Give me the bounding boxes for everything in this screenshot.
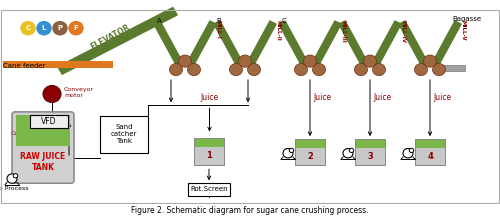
Text: ELEVATOR: ELEVATOR [89, 23, 132, 51]
Circle shape [312, 63, 326, 76]
Text: VFD: VFD [41, 117, 57, 126]
Polygon shape [313, 21, 341, 64]
Circle shape [403, 148, 413, 158]
Circle shape [349, 148, 354, 153]
Circle shape [21, 22, 35, 35]
Text: Conveyor
motor: Conveyor motor [64, 87, 94, 97]
Text: P: P [58, 25, 62, 31]
Polygon shape [279, 21, 307, 64]
Text: 4: 4 [427, 152, 433, 161]
Polygon shape [248, 21, 276, 64]
Circle shape [13, 174, 18, 178]
Bar [295, 139, 325, 165]
Circle shape [432, 63, 446, 76]
Text: MILL-I: MILL-I [216, 20, 220, 38]
Text: Juice: Juice [373, 92, 391, 102]
Bar [295, 139, 325, 165]
Text: Rot.Screen: Rot.Screen [190, 186, 228, 192]
Circle shape [409, 148, 414, 153]
Text: Juice: Juice [433, 92, 451, 102]
Bar [194, 138, 224, 164]
Bar [194, 138, 224, 164]
Polygon shape [188, 21, 216, 64]
Text: MILL-III: MILL-III [340, 20, 345, 43]
Polygon shape [399, 21, 427, 64]
Text: C: C [26, 25, 30, 31]
Circle shape [7, 174, 17, 183]
Text: Figure 2. Schematic diagram for sugar cane crushing process.: Figure 2. Schematic diagram for sugar ca… [131, 206, 369, 215]
Polygon shape [433, 21, 461, 64]
Polygon shape [373, 21, 401, 64]
FancyBboxPatch shape [12, 112, 74, 183]
Bar [415, 139, 445, 148]
Bar [30, 115, 68, 128]
Bar [16, 115, 70, 146]
Circle shape [178, 55, 192, 67]
Text: MILL-II: MILL-II [276, 20, 280, 41]
Circle shape [354, 63, 368, 76]
Bar [188, 183, 230, 196]
Text: Sand
catcher
Tank: Sand catcher Tank [111, 124, 137, 145]
Text: MILL-V: MILL-V [460, 20, 466, 40]
Circle shape [304, 55, 316, 67]
Circle shape [343, 148, 353, 158]
Text: Bagasse: Bagasse [452, 16, 481, 22]
Circle shape [283, 148, 293, 158]
Circle shape [69, 22, 83, 35]
Text: Cane feeder: Cane feeder [3, 63, 45, 69]
Circle shape [170, 63, 182, 76]
Bar [415, 139, 445, 165]
Text: To Process: To Process [0, 186, 28, 191]
Text: Juice: Juice [200, 92, 218, 102]
Bar [443, 65, 465, 71]
Circle shape [414, 63, 428, 76]
Bar [100, 116, 148, 153]
Bar [355, 139, 385, 165]
Polygon shape [339, 21, 367, 64]
Circle shape [364, 55, 376, 67]
Text: B: B [216, 18, 222, 25]
Text: RAW JUICE
TANK: RAW JUICE TANK [20, 152, 66, 172]
Bar [295, 139, 325, 148]
Polygon shape [154, 21, 182, 64]
Circle shape [238, 55, 252, 67]
Circle shape [188, 63, 200, 76]
Text: C: C [282, 18, 286, 25]
Circle shape [289, 148, 294, 153]
Text: A: A [156, 18, 162, 25]
Circle shape [248, 63, 260, 76]
Text: F: F [74, 25, 78, 31]
Bar [355, 139, 385, 148]
Text: 2: 2 [307, 152, 313, 161]
Circle shape [43, 85, 61, 102]
Text: MILL-IV: MILL-IV [400, 20, 406, 43]
Bar [3, 61, 113, 68]
Circle shape [53, 22, 67, 35]
Polygon shape [58, 8, 177, 74]
Bar [355, 139, 385, 165]
Circle shape [37, 22, 51, 35]
Circle shape [294, 63, 308, 76]
Text: L: L [42, 25, 46, 31]
Text: 1: 1 [206, 151, 212, 160]
Circle shape [372, 63, 386, 76]
Bar [415, 139, 445, 165]
Polygon shape [214, 21, 242, 64]
Bar [194, 138, 224, 147]
Text: 3: 3 [367, 152, 373, 161]
Text: Juice: Juice [313, 92, 331, 102]
Circle shape [230, 63, 242, 76]
Circle shape [424, 55, 436, 67]
Text: Controller
value: Controller value [10, 131, 42, 141]
